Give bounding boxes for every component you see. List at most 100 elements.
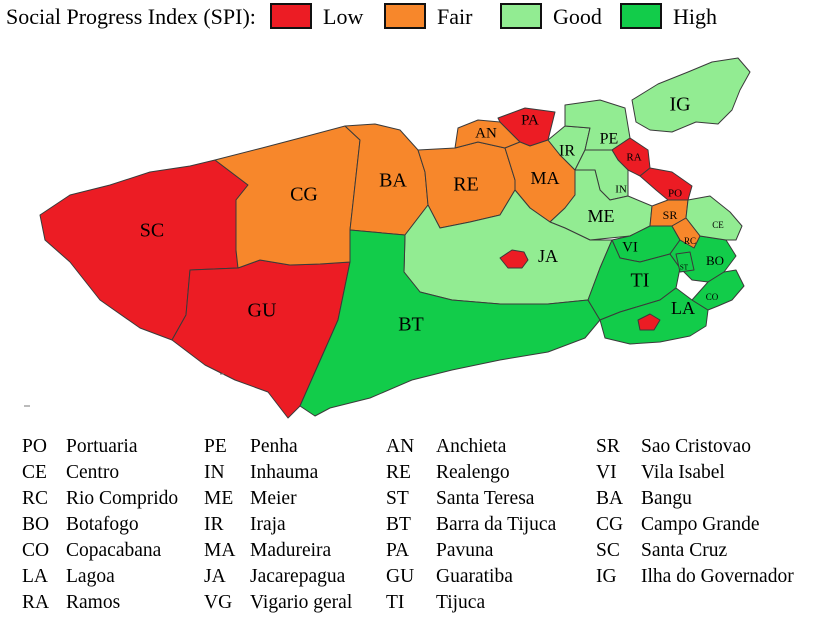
key-region-name: Iraja	[250, 514, 286, 535]
key-region-name: Meier	[250, 488, 297, 509]
region-label-cg: CG	[290, 184, 318, 206]
region-label-an: AN	[475, 125, 497, 141]
key-region-name: Tijuca	[436, 592, 486, 613]
key-abbreviation: BA	[596, 488, 624, 509]
key-region-name: Santa Cruz	[641, 540, 728, 561]
key-abbreviation: IN	[204, 462, 225, 483]
region-bt	[299, 229, 601, 417]
legend-swatch-low	[270, 3, 312, 29]
legend-label-good: Good	[553, 4, 602, 29]
region-label-vi: VI	[622, 239, 638, 255]
key-region-name: Realengo	[436, 462, 510, 483]
key-abbreviation: VG	[204, 592, 233, 613]
key-region-name: Madureira	[250, 540, 332, 561]
key-region-name: Copacabana	[66, 540, 162, 561]
legend-swatch-high	[620, 3, 662, 29]
spi-legend: Social Progress Index (SPI): Low Fair Go…	[0, 0, 814, 40]
key-region-name: Rio Comprido	[66, 488, 179, 509]
key-abbreviation: RC	[22, 488, 49, 509]
region-label-ra: RA	[626, 152, 641, 164]
region-label-pe: PE	[600, 131, 619, 148]
key-abbreviation: SR	[596, 436, 620, 457]
key-abbreviation: RA	[22, 592, 50, 613]
key-region-name: Santa Teresa	[436, 488, 535, 509]
region-label-sc: SC	[140, 220, 164, 242]
key-abbreviation: ST	[386, 488, 409, 509]
key-region-name: Lagoa	[66, 566, 115, 587]
key-region-name: Ramos	[66, 592, 121, 613]
key-abbreviation: CO	[22, 540, 50, 561]
region-label-ti: TI	[631, 270, 650, 292]
key-region-name: Centro	[66, 462, 120, 483]
key-region-name: Pavuna	[436, 540, 494, 561]
legend-label-low: Low	[323, 4, 364, 29]
region-st	[675, 251, 695, 273]
key-region-name: Vigario geral	[250, 592, 353, 613]
key-region-name: Anchieta	[436, 436, 507, 457]
key-abbreviation: PE	[204, 436, 227, 457]
region-label-ma: MA	[530, 168, 559, 188]
legend-swatch-good	[500, 3, 542, 29]
key-region-name: Jacarepagua	[250, 566, 346, 587]
region-label-re: RE	[453, 174, 479, 196]
key-abbreviation: VI	[596, 462, 617, 483]
region-co	[691, 269, 745, 311]
region-label-gu: GU	[248, 300, 277, 322]
region-label-co: CO	[706, 292, 719, 302]
region-label-bo: BO	[706, 253, 724, 268]
key-abbreviation: SC	[596, 540, 620, 561]
key-region-name: Sao Cristovao	[641, 436, 751, 457]
key-region-name: Bangu	[641, 488, 692, 509]
key-region-name: Vila Isabel	[641, 462, 725, 483]
key-abbreviation: ME	[204, 488, 234, 509]
region-label-st: ST	[680, 264, 689, 272]
key-region-name: Penha	[250, 436, 298, 457]
legend-title: Social Progress Index (SPI):	[6, 4, 256, 29]
region-key: PO Portuaria CE Centro RC Rio Comprido BO Botaf…	[0, 436, 814, 620]
key-abbreviation: TI	[386, 592, 405, 613]
region-label-ja: JA	[538, 246, 558, 266]
region-ig	[631, 57, 751, 133]
jacarepagua-enclave-region	[499, 249, 529, 269]
legend-label-fair: Fair	[437, 4, 473, 29]
key-abbreviation: BT	[386, 514, 411, 535]
key-region-name: Botafogo	[66, 514, 139, 535]
key-abbreviation: AN	[386, 436, 415, 457]
key-abbreviation: GU	[386, 566, 415, 587]
region-label-me: ME	[588, 206, 615, 226]
key-abbreviation: BO	[22, 514, 50, 535]
region-label-pa: PA	[521, 112, 539, 128]
key-abbreviation: IR	[204, 514, 224, 535]
key-abbreviation: PA	[386, 540, 410, 561]
lagoa-low-patch-region	[637, 313, 661, 331]
key-abbreviation: RE	[386, 462, 411, 483]
key-abbreviation: IG	[596, 566, 617, 587]
region-label-in: IN	[615, 184, 627, 196]
region-cg	[214, 125, 361, 269]
key-abbreviation: JA	[204, 566, 226, 587]
key-region-name: Barra da Tijuca	[436, 514, 557, 535]
key-region-name: Portuaria	[66, 436, 138, 457]
region-label-ir: IR	[559, 143, 575, 160]
key-abbreviation: CE	[22, 462, 47, 483]
region-label-ig: IG	[669, 94, 690, 116]
region-label-rc: RC	[684, 236, 696, 246]
region-label-sr: SR	[663, 208, 678, 222]
key-abbreviation: CG	[596, 514, 624, 535]
legend-swatch-fair	[384, 3, 426, 29]
key-region-name: Guaratiba	[436, 566, 513, 587]
key-abbreviation: MA	[204, 540, 236, 561]
key-region-name: Campo Grande	[641, 514, 760, 535]
key-abbreviation: LA	[22, 566, 48, 587]
legend-label-high: High	[673, 4, 717, 29]
region-label-la: LA	[671, 298, 695, 318]
key-abbreviation: PO	[22, 436, 47, 457]
key-region-name: Ilha do Governador	[641, 566, 794, 587]
region-rc	[671, 217, 701, 249]
region-label-po: PO	[668, 188, 682, 200]
rio-de-janeiro-spi-map: SC GU CG BA RE AN PA MA IR PE RA IN PO M…	[24, 57, 751, 419]
region-label-ba: BA	[379, 170, 407, 192]
key-region-name: Inhauma	[250, 462, 319, 483]
region-label-ce: CE	[712, 220, 724, 230]
region-po	[639, 167, 693, 201]
